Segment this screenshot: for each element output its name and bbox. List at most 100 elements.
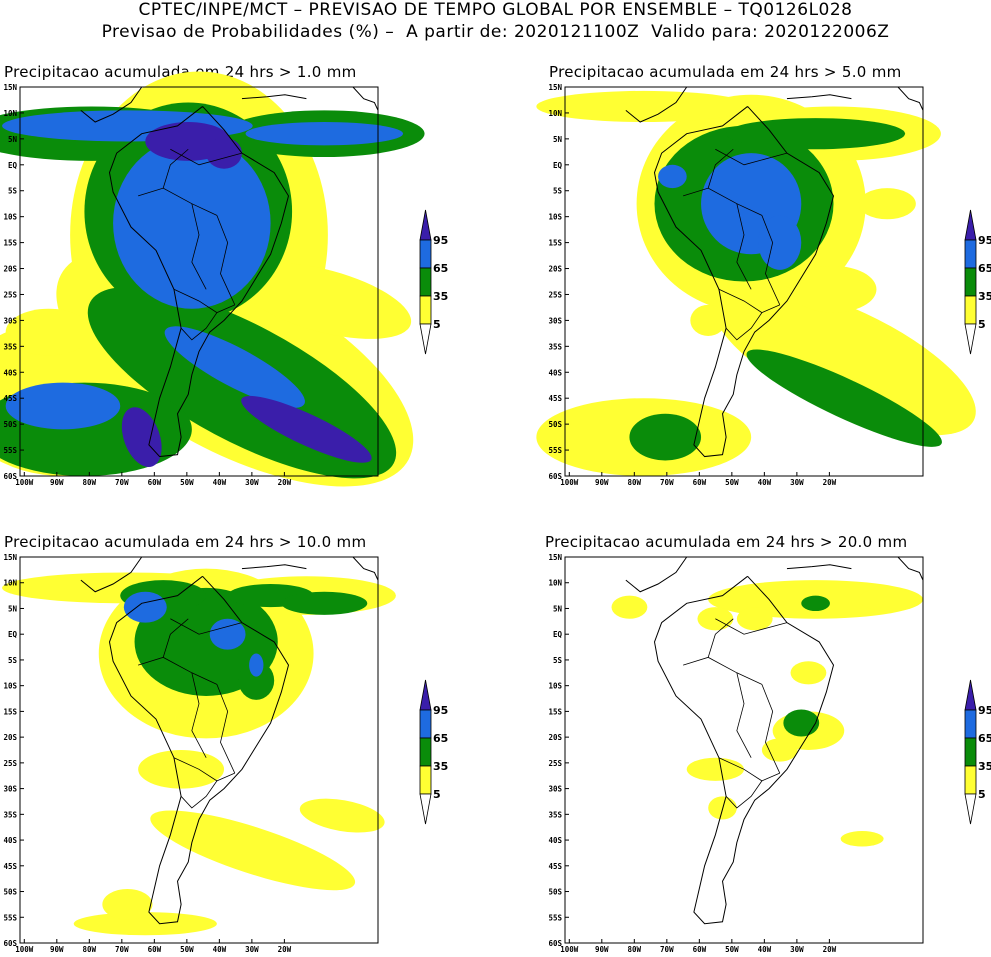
lat-label: 10S xyxy=(548,682,562,691)
lat-label: 50S xyxy=(548,888,562,897)
lat-label: 15N xyxy=(548,83,562,92)
probability-area-light xyxy=(536,90,752,123)
colorbar-level-label: 5 xyxy=(978,318,986,331)
lat-label: 40S xyxy=(548,368,562,377)
country-border xyxy=(725,312,763,341)
probability-area-mid xyxy=(281,591,368,615)
coastline-south-america xyxy=(108,106,290,458)
probability-area-light xyxy=(686,757,744,781)
coastline-caribbean xyxy=(786,94,852,100)
lon-label: 100W xyxy=(15,945,34,954)
lat-label: EQ xyxy=(553,161,563,170)
lat-label: 10S xyxy=(548,213,562,222)
lat-label: 60S xyxy=(548,939,562,948)
colorbar-top-triangle xyxy=(419,679,432,711)
lat-label: 20S xyxy=(3,733,17,742)
colorbar-top-triangle xyxy=(964,209,977,241)
lon-label: 60W xyxy=(693,478,707,487)
colorbar-box xyxy=(964,709,977,739)
colorbar-box xyxy=(419,737,432,767)
lon-label: 50W xyxy=(180,478,194,487)
lat-label: 35S xyxy=(3,810,17,819)
coastline-central-america xyxy=(625,556,688,593)
lon-label: 90W xyxy=(595,478,609,487)
lat-label: 45S xyxy=(548,862,562,871)
country-border xyxy=(138,656,218,685)
lat-label: 25S xyxy=(548,759,562,768)
probability-area-light xyxy=(858,587,916,612)
lon-label: 40W xyxy=(758,945,772,954)
coastline-south-america xyxy=(653,106,835,458)
lat-label: 60S xyxy=(3,472,17,481)
probability-area-light xyxy=(761,738,798,762)
colorbar-top-triangle xyxy=(964,679,977,711)
colorbar-top-triangle xyxy=(419,209,432,241)
colorbar-level-label: 95 xyxy=(433,234,448,247)
colorbar-box xyxy=(419,709,432,739)
country-border xyxy=(707,618,734,658)
header-line-2: Previsao de Probabilidades (%) – A parti… xyxy=(101,22,890,42)
colorbar-box xyxy=(964,737,977,767)
lon-label: 80W xyxy=(628,945,642,954)
lat-label: 30S xyxy=(3,785,17,794)
lat-label: 5S xyxy=(553,656,563,665)
probability-area-high xyxy=(758,215,802,270)
probability-area-light xyxy=(790,265,877,313)
country-border xyxy=(715,148,788,166)
probability-area-light xyxy=(138,750,225,789)
colorbar-box xyxy=(964,267,977,297)
lon-label: 50W xyxy=(725,945,739,954)
lat-label: 60S xyxy=(548,472,562,481)
probability-area-high xyxy=(249,653,264,677)
map-frame xyxy=(564,86,924,477)
country-border xyxy=(180,312,218,341)
probability-area-light xyxy=(858,188,916,220)
probability-field xyxy=(536,90,976,476)
colorbar-level-label: 65 xyxy=(433,262,448,275)
probability-field xyxy=(611,580,923,847)
lon-label: 30W xyxy=(790,945,804,954)
lon-label: 40W xyxy=(758,478,772,487)
country-border xyxy=(761,684,781,774)
coastline-central-america xyxy=(80,556,143,593)
probability-area-light xyxy=(790,661,827,685)
lon-label: 20W xyxy=(278,945,292,954)
coastline-caribbean xyxy=(241,94,307,100)
coastline-caribbean xyxy=(241,564,307,570)
colorbar-box xyxy=(419,239,432,269)
lat-label: 35S xyxy=(548,810,562,819)
country-border xyxy=(761,215,781,306)
country-border xyxy=(170,148,243,166)
probability-area-light xyxy=(611,595,648,619)
country-border xyxy=(173,757,235,782)
colorbar-level-label: 35 xyxy=(433,290,448,303)
lat-label: 5S xyxy=(8,187,18,196)
map-panel-3: 15N 10N 5N EQ 5S 10S 15S 20S 25S 30S 35S 40S 45S 50S 5… xyxy=(2,553,396,954)
lat-label: 5N xyxy=(8,604,18,613)
lat-label: 20S xyxy=(3,265,17,274)
lat-label: 10S xyxy=(3,213,17,222)
lat-label: 5N xyxy=(553,135,563,144)
lon-label: 20W xyxy=(823,945,837,954)
colorbar-level-label: 35 xyxy=(978,760,991,773)
probability-area-mid xyxy=(726,118,906,150)
map-frame xyxy=(19,556,379,944)
colorbar-level-label: 65 xyxy=(978,732,991,745)
map-panel-2: 15N 10N 5N EQ 5S 10S 15S 20S 25S 30S 35S 40S 45S 50S 5… xyxy=(536,83,976,487)
colorbar-bottom-triangle xyxy=(964,323,977,355)
country-border xyxy=(216,684,236,774)
lat-label: 50S xyxy=(3,420,17,429)
map-frame xyxy=(564,556,924,944)
panel-3-title: Precipitacao acumulada em 24 hrs > 10.0 … xyxy=(4,533,367,551)
lat-label: 10N xyxy=(548,579,562,588)
coastline-africa xyxy=(897,86,924,111)
lon-label: 40W xyxy=(213,478,227,487)
country-border xyxy=(725,780,763,809)
country-border xyxy=(173,288,235,314)
lat-label: 15S xyxy=(3,707,17,716)
lon-label: 100W xyxy=(15,478,34,487)
lat-label: 10N xyxy=(548,109,562,118)
lat-label: 30S xyxy=(3,316,17,325)
coastline-south-america xyxy=(108,575,290,925)
probability-area-top xyxy=(121,407,162,467)
